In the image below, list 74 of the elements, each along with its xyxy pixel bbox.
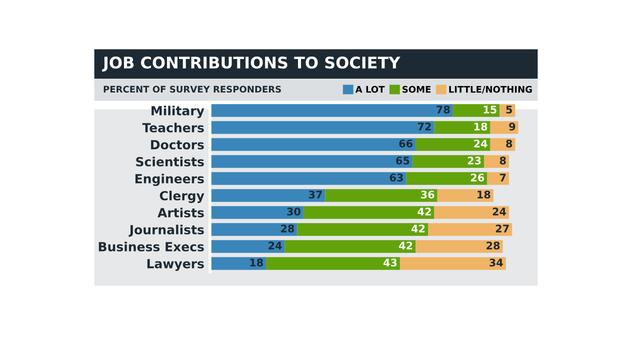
y-tick-label: Scientists [136,156,204,166]
bar [416,138,490,151]
bar [490,121,518,134]
data-label: 28 [281,224,294,233]
bar [210,155,412,168]
bar [406,172,488,185]
data-label: 34 [490,258,503,267]
y-tick-label: Teachers [142,122,204,132]
chart-title: JOB CONTRIBUTIONS TO SOCIETY [102,56,400,72]
y-tick-label: Clergy [160,190,204,203]
y-tick-label: Lawyers [147,259,204,271]
chart-subtitle: PERCENT OF SURVEY RESPONDERS [104,86,281,93]
bar [210,206,304,219]
y-tick-label: Business Execs [98,242,204,252]
data-label: 9 [509,122,516,131]
legend-label: LITTLE/NOTHING [449,86,532,94]
bar [210,240,285,253]
data-label: 63 [390,174,403,182]
bar [210,121,434,134]
y-tick-label: Artists [158,208,204,218]
data-label: 18 [250,258,263,267]
data-label: 42 [418,208,431,216]
bar [437,189,494,202]
data-label: 65 [396,156,410,165]
data-label: 37 [308,190,322,199]
data-label: 43 [383,258,397,267]
bar [266,257,400,270]
data-label: 8 [500,156,506,165]
bar [484,155,509,168]
data-label: 24 [492,208,506,216]
bar [210,138,416,151]
data-label: 42 [411,224,425,232]
bar [434,206,509,219]
data-label: 30 [287,208,300,216]
data-label: 27 [496,224,509,232]
bar [210,104,453,117]
data-label: 28 [486,242,500,250]
data-label: 66 [399,140,412,148]
y-tick-label: Engineers [135,174,204,186]
bar [400,257,506,270]
data-label: 42 [399,242,412,250]
bar [210,257,266,270]
data-label: 5 [506,106,512,114]
bar [428,223,512,236]
data-label: 23 [468,156,481,165]
bar [210,172,406,185]
data-label: 36 [421,190,434,199]
y-tick-label: Doctors [151,140,204,150]
bar [452,104,500,117]
bar [412,155,484,168]
data-label: 78 [436,106,450,114]
bar [490,138,516,151]
y-tick-label: Military [152,106,204,118]
bar [434,121,490,134]
bar [210,223,298,236]
data-label: 24 [268,242,282,250]
bar [210,189,326,202]
data-label: 26 [471,174,484,182]
bar [303,206,434,219]
data-label: 8 [506,140,512,148]
legend-label: SOME [402,86,431,93]
y-tick-label: Journalists [128,224,204,237]
legend-label: A LOT [355,86,385,93]
data-label: 72 [418,122,431,130]
bar [325,189,438,202]
bar [416,240,503,253]
data-label: 18 [478,190,490,199]
data-label: 7 [500,174,506,182]
bar [297,223,428,236]
data-label: 18 [474,122,488,131]
bar [284,240,416,253]
bar [487,172,509,185]
data-label: 24 [474,140,488,148]
data-label: 15 [484,106,496,114]
